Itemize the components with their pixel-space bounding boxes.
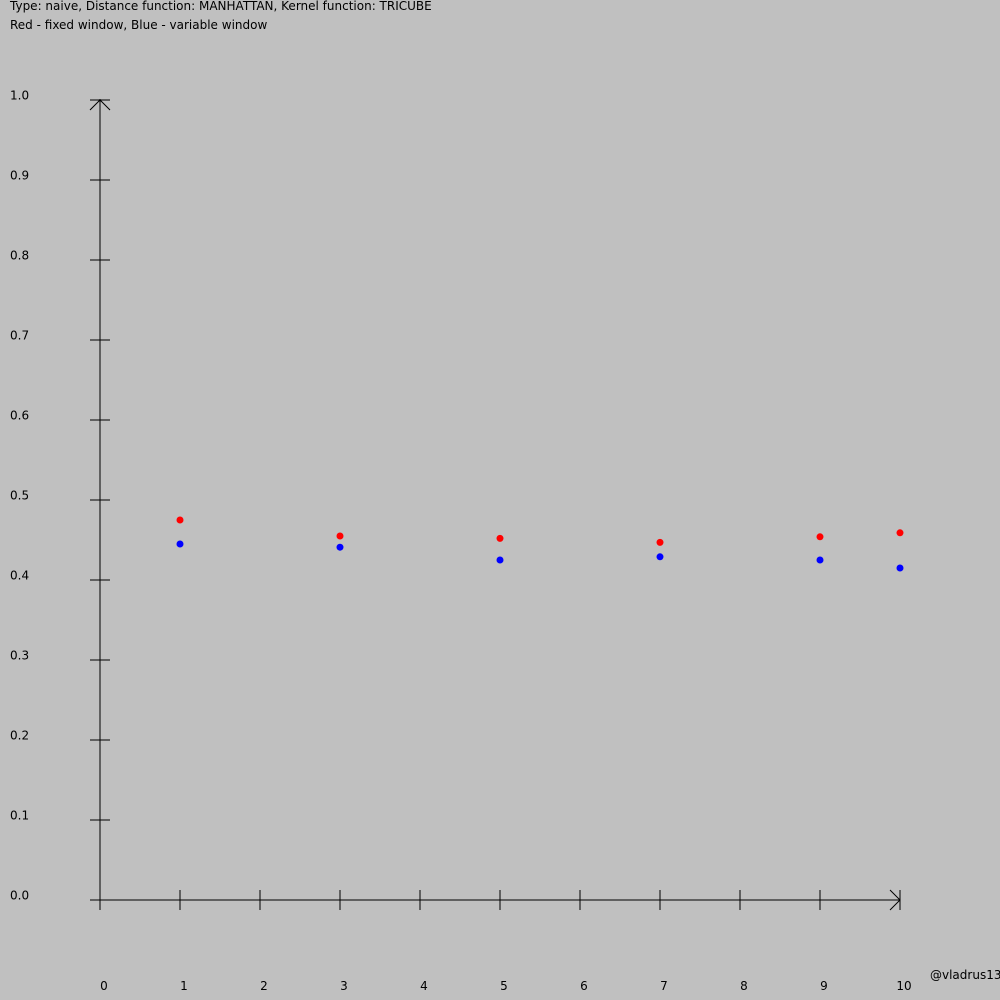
fixed-window-point [656, 538, 664, 546]
y-tick-label: 1.0 [10, 89, 29, 103]
chart-title-line-2: Red - fixed window, Blue - variable wind… [10, 18, 268, 32]
x-tick-label: 6 [580, 979, 588, 993]
x-tick-label: 0 [100, 979, 108, 993]
variable-window-point [896, 564, 904, 572]
x-tick-label: 8 [740, 979, 748, 993]
chart-title-line-1: Type: naive, Distance function: MANHATTA… [10, 0, 432, 13]
x-tick-label: 4 [420, 979, 428, 993]
y-tick-label: 0.9 [10, 169, 29, 183]
y-tick-label: 0.1 [10, 809, 29, 823]
tick-labels: 0.0 0.1 0.2 0.3 0.4 0.5 0.6 0.7 0.8 0.9 1.0 0 1 2 3 4 5 6… [10, 89, 912, 994]
variable-window-point [816, 556, 824, 564]
x-tick-label: 2 [260, 979, 268, 993]
x-tick-label: 3 [340, 979, 348, 993]
y-tick-label: 0.2 [10, 729, 29, 743]
x-tick-label: 9 [820, 979, 828, 993]
y-tick-label: 0.6 [10, 409, 29, 423]
y-tick-label: 0.0 [10, 889, 29, 903]
x-tick-label: 10 [896, 979, 911, 993]
fixed-window-point [336, 532, 344, 540]
fixed-window-point [176, 516, 184, 524]
fixed-window-point [816, 533, 824, 541]
x-tick-label: 1 [180, 979, 188, 993]
x-tick-label: 7 [660, 979, 668, 993]
variable-window-point [176, 540, 184, 548]
y-tick-label: 0.7 [10, 329, 29, 343]
data-points [176, 516, 904, 572]
fixed-window-point [496, 534, 504, 542]
y-tick-label: 0.5 [10, 489, 29, 503]
variable-window-point [496, 556, 504, 564]
axes [89, 99, 901, 911]
variable-window-point [656, 553, 664, 561]
y-tick-label: 0.4 [10, 569, 29, 583]
y-tick-label: 0.3 [10, 649, 29, 663]
x-tick-label: 5 [500, 979, 508, 993]
author-watermark: @vladrus13 [930, 968, 1000, 982]
variable-window-point [336, 543, 344, 551]
tick-marks [90, 99, 901, 910]
y-tick-label: 0.8 [10, 249, 29, 263]
fixed-window-point [896, 529, 904, 537]
